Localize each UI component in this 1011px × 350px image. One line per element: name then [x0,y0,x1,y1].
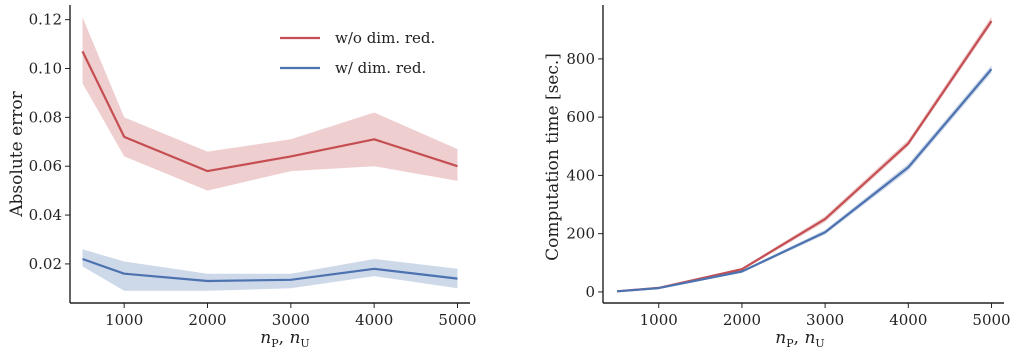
legend-label-with-dim-red: w/ dim. red. [335,59,426,77]
legend-label-without-dim-red: w/o dim. red. [335,29,435,47]
x-tick-label: 1000 [640,311,678,329]
x-tick-label: 1000 [105,311,143,329]
y-tick-label: 0.12 [29,11,62,29]
x-tick-label: 2000 [723,311,761,329]
band-series-1 [617,65,992,292]
y-tick-label: 400 [566,166,595,184]
y-ticks: 0 200 400 600 800 [566,50,603,301]
y-tick-label: 600 [566,108,595,126]
legend: w/o dim. red. w/ dim. red. [280,29,435,77]
y-tick-label: 0 [585,283,595,301]
band-series-0 [617,16,992,292]
line-series-1 [82,257,458,283]
y-axis-label: Absolute error [7,90,27,217]
band-series-0 [82,17,458,191]
x-tick-label: 3000 [272,311,310,329]
series-lines [617,20,993,293]
confidence-bands [82,17,458,291]
x-tick-label: 5000 [972,311,1010,329]
x-tick-label: 3000 [806,311,844,329]
computation-time-chart: 1000 2000 3000 4000 5000 0 200 400 600 800 Compu… [543,5,1011,350]
y-tick-label: 0.04 [29,206,62,224]
y-tick-label: 800 [566,50,595,68]
line-series-1 [617,68,993,293]
y-tick-label: 0.02 [29,255,62,273]
band-series-1 [82,249,458,291]
absolute-error-chart: 1000 2000 3000 4000 5000 0.02 0.04 0.06 0.08 0.1… [7,5,477,350]
x-axis-label: nP, nU [260,328,309,350]
line-series-0 [617,20,993,293]
x-tick-label: 5000 [438,311,476,329]
x-axis-label: nP, nU [775,328,824,350]
y-ticks: 0.02 0.04 0.06 0.08 0.10 0.12 [29,11,70,273]
y-tick-label: 200 [566,225,595,243]
line-series-0 [81,50,458,173]
x-tick-label: 4000 [355,311,393,329]
y-tick-label: 0.06 [29,157,62,175]
x-ticks: 1000 2000 3000 4000 5000 [105,303,477,329]
x-tick-label: 4000 [889,311,927,329]
y-axis-label: Computation time [sec.] [543,53,563,261]
x-tick-label: 2000 [188,311,226,329]
y-tick-label: 0.08 [29,108,62,126]
y-tick-label: 0.10 [29,60,62,78]
x-ticks: 1000 2000 3000 4000 5000 [640,303,1011,329]
series-lines [81,50,458,283]
confidence-bands [617,16,992,292]
